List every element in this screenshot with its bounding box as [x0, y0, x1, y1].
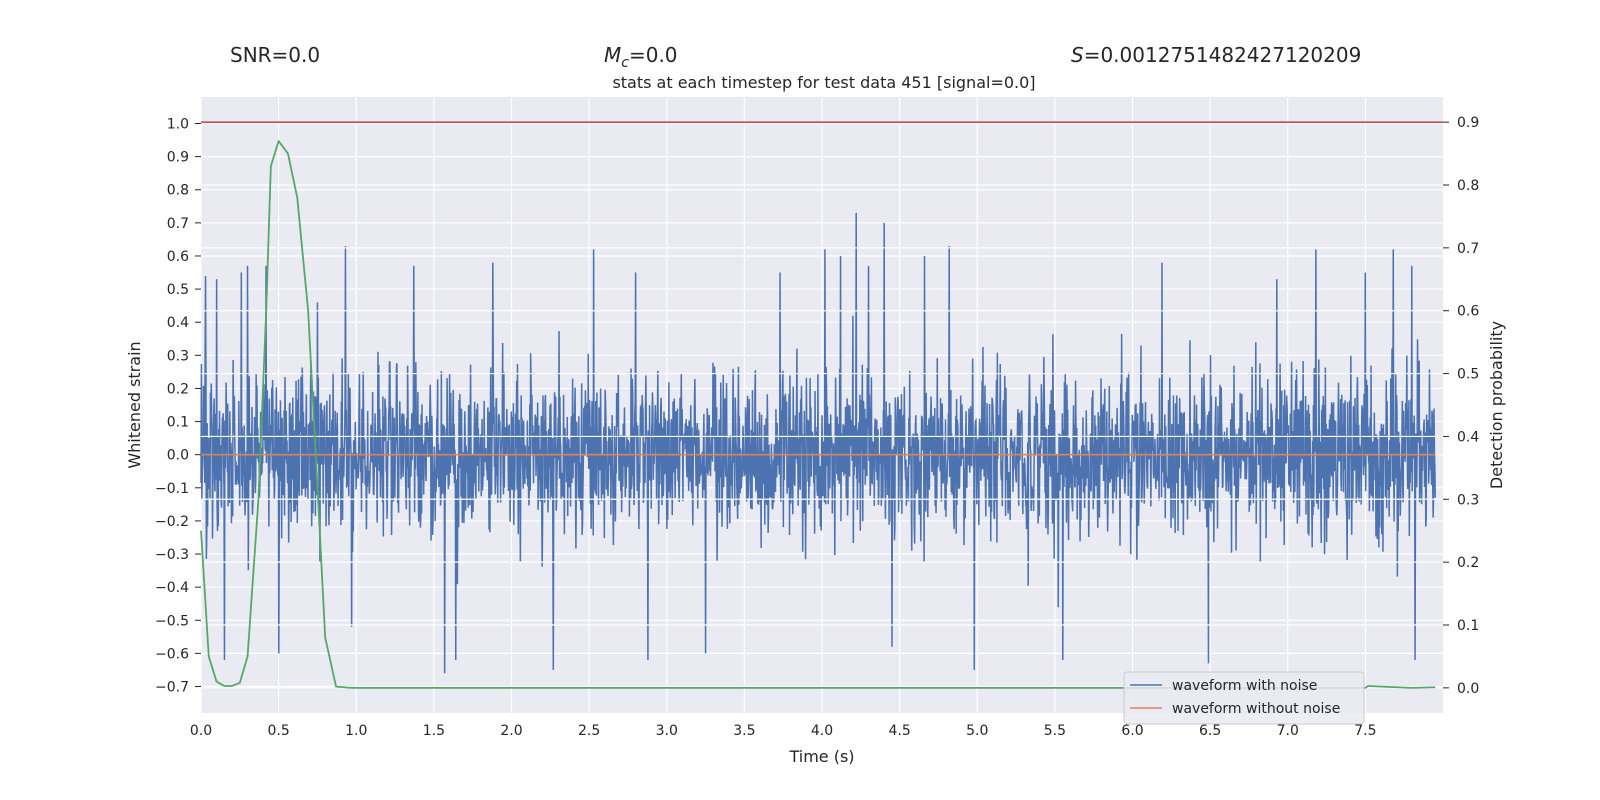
y2-axis-label: Detection probability: [1487, 321, 1506, 489]
y2-tick-label: 0.6: [1457, 304, 1479, 320]
x-tick-label: 5.5: [1044, 723, 1066, 739]
y-tick-label: 1.0: [167, 116, 189, 132]
y-tick-label: 0.2: [167, 381, 189, 397]
y-tick-label: −0.6: [155, 646, 189, 662]
y-tick-label: −0.3: [155, 547, 189, 563]
y2-tick-label: 0.0: [1457, 681, 1479, 697]
x-tick-label: 3.5: [733, 723, 755, 739]
legend-label-with-noise: waveform with noise: [1172, 678, 1317, 694]
s-stat-value: =0.0012751482427120209: [1084, 43, 1362, 67]
data-series: [200, 121, 1443, 689]
y-tick-label: −0.1: [155, 481, 189, 497]
y-axis-label: Whitened strain: [125, 341, 144, 468]
x-tick-label: 2.0: [500, 723, 522, 739]
x-tick-label: 6.0: [1121, 723, 1143, 739]
chirp-mass-label: Mc=0.0: [604, 43, 678, 71]
x-axis-label: Time (s): [788, 747, 854, 766]
y2-tick-label: 0.1: [1457, 618, 1479, 634]
y-tick-label: 0.5: [167, 282, 189, 298]
axis-ticks: 0.0 0.5 1.0 1.5 2.0 2.5 3.0 3.5 4.0 4.5 5.0 5.5 6.0 6…: [155, 115, 1479, 739]
x-tick-label: 3.0: [656, 723, 678, 739]
y-tick-label: 0.6: [167, 249, 189, 265]
y-tick-label: 0.7: [167, 216, 189, 232]
y-tick-label: 0.9: [167, 150, 189, 166]
x-tick-label: 2.5: [578, 723, 600, 739]
y2-tick-label: 0.3: [1457, 492, 1479, 508]
x-tick-label: 6.5: [1199, 723, 1221, 739]
x-tick-label: 7.5: [1354, 723, 1376, 739]
x-tick-label: 0.0: [190, 723, 212, 739]
y-tick-label: −0.5: [155, 613, 189, 629]
snr-label: SNR=0.0: [230, 43, 320, 67]
legend-label-without-noise: waveform without noise: [1172, 701, 1340, 717]
y-tick-label: −0.2: [155, 514, 189, 530]
x-tick-label: 7.0: [1277, 723, 1299, 739]
y2-tick-label: 0.4: [1457, 429, 1479, 445]
s-stat-label: S=0.0012751482427120209: [1071, 43, 1361, 67]
y-tick-label: −0.7: [155, 680, 189, 696]
y2-tick-label: 0.5: [1457, 367, 1479, 383]
legend: waveform with noise waveform without noi…: [1123, 671, 1365, 725]
x-tick-label: 5.0: [966, 723, 988, 739]
y2-tick-label: 0.9: [1457, 115, 1479, 131]
x-tick-label: 4.0: [811, 723, 833, 739]
y-tick-label: 0.0: [167, 448, 189, 464]
x-tick-label: 1.5: [423, 723, 445, 739]
y-tick-label: 0.3: [167, 348, 189, 364]
series-waveform-with-noise: [200, 212, 1436, 674]
x-tick-label: 1.0: [345, 723, 367, 739]
y-tick-label: 0.4: [167, 315, 189, 331]
chirp-mass-subscript: c: [621, 55, 629, 71]
y-tick-label: −0.4: [155, 580, 189, 596]
y-tick-label: 0.8: [167, 183, 189, 199]
y2-tick-label: 0.8: [1457, 178, 1479, 194]
y-tick-label: 0.1: [167, 415, 189, 431]
x-tick-label: 4.5: [888, 723, 910, 739]
chirp-mass-symbol: M: [604, 43, 621, 67]
chart-title: stats at each timestep for test data 451…: [612, 73, 1035, 92]
x-tick-label: 0.5: [267, 723, 289, 739]
chirp-mass-value: =0.0: [629, 43, 678, 67]
s-stat-symbol: S: [1071, 43, 1084, 67]
y2-tick-label: 0.7: [1457, 241, 1479, 257]
legend-box: [1123, 671, 1365, 725]
y2-tick-label: 0.2: [1457, 555, 1479, 571]
